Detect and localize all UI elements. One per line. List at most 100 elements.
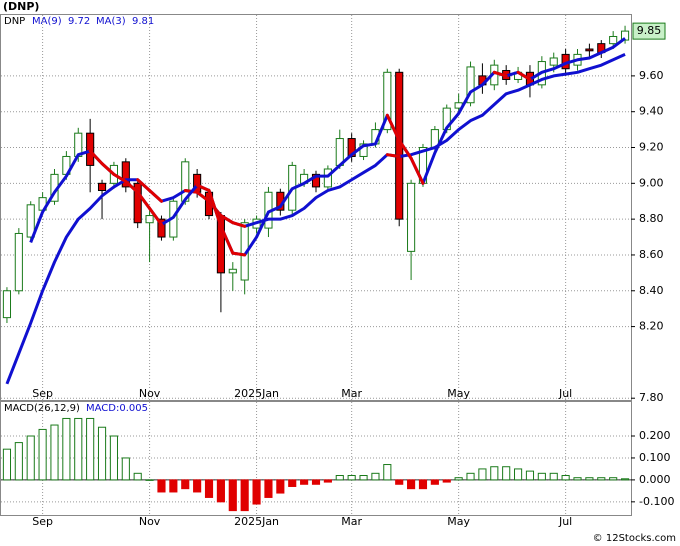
macd-bar: [430, 479, 439, 485]
y-tick-label: 9.00: [639, 176, 664, 189]
macd-bar: [181, 479, 190, 490]
macd-bar: [252, 479, 261, 505]
x-tick-label: May: [447, 387, 470, 400]
macd-bar: [585, 477, 594, 481]
candle-body: [121, 161, 130, 188]
y-tick-label: 8.20: [639, 320, 664, 333]
y-tick-label: 0.000: [639, 473, 671, 486]
macd-bar: [300, 479, 309, 485]
ma-falling-segment: [231, 221, 247, 228]
x-tick-label: Sep: [32, 515, 53, 528]
macd-bar: [454, 477, 463, 481]
macd-legend: MACD(26,12,9): [4, 403, 80, 414]
macd-bar: [502, 466, 511, 481]
price-frame: [0, 14, 632, 401]
x-tick-label: Sep: [32, 387, 53, 400]
candle-body: [86, 132, 95, 166]
macd-bar: [240, 479, 249, 512]
macd-bar: [478, 468, 487, 481]
candle-body: [407, 182, 416, 252]
macd-bar: [537, 472, 546, 481]
x-tick-label: 2025Jan: [234, 515, 279, 528]
macd-bar: [573, 477, 582, 481]
legend-entry: MA(3): [96, 16, 126, 27]
macd-bar: [121, 457, 130, 481]
macd-bar: [466, 472, 475, 481]
legend-value: 9.81: [132, 16, 154, 27]
ma-falling-segment: [148, 188, 163, 203]
ma-falling-segment: [124, 180, 140, 194]
macd-bar: [74, 417, 83, 481]
ma-falling-segment: [385, 153, 401, 158]
y-tick-label: 9.20: [639, 141, 664, 154]
candle-body: [609, 35, 618, 45]
ma-falling-segment: [207, 188, 223, 228]
macd-bar: [276, 479, 285, 494]
macd-bar: [514, 468, 523, 481]
x-tick-label: Jul: [558, 515, 572, 528]
y-tick-label: 8.80: [639, 212, 664, 225]
macd-bar: [204, 479, 214, 498]
macd-bar: [383, 464, 392, 481]
macd-bar: [109, 435, 118, 481]
y-tick-label: 0.200: [639, 429, 671, 442]
ma-falling-segment: [88, 149, 104, 166]
ma-falling-segment: [231, 251, 247, 257]
x-tick-label: 2025Jan: [234, 387, 279, 400]
macd-bar: [525, 470, 535, 481]
y-tick-label: 9.40: [639, 105, 664, 118]
macd-bar: [38, 428, 47, 481]
candle-body: [311, 173, 321, 188]
ma-falling-segment: [136, 178, 152, 192]
ma-falling-segment: [195, 183, 211, 192]
macd-frame: [0, 401, 632, 516]
ma-falling-segment: [112, 172, 128, 184]
y-tick-label: 9.60: [639, 69, 664, 82]
candle-body: [2, 290, 12, 319]
legend-entry: MA(9): [32, 16, 62, 27]
candle-body: [549, 57, 558, 66]
ma-falling-segment: [492, 70, 508, 78]
y-tick-label: 8.60: [639, 248, 664, 261]
macd-bar: [311, 479, 321, 485]
macd-bar: [407, 479, 416, 490]
candle-body: [157, 218, 166, 238]
macd-bar: [418, 479, 428, 490]
x-tick-label: May: [447, 515, 470, 528]
macd-bar: [133, 472, 142, 481]
candle-body: [383, 71, 392, 131]
macd-bar: [347, 475, 356, 481]
y-tick-label: 7.80: [639, 391, 664, 404]
legend-value: 9.72: [68, 16, 90, 27]
macd-bar: [597, 477, 606, 481]
ma-falling-segment: [516, 70, 532, 81]
x-tick-label: Jul: [558, 387, 572, 400]
candle-body: [323, 168, 332, 188]
candle-body: [97, 182, 107, 191]
ma-line: [5, 53, 626, 385]
ma-falling-segment: [219, 224, 235, 255]
macd-value: MACD:0.005: [86, 403, 148, 414]
macd-bar: [14, 442, 23, 481]
macd-bar: [50, 424, 59, 481]
macd-bar: [157, 479, 166, 493]
macd-bar: [264, 479, 273, 498]
macd-bar: [145, 479, 154, 481]
ma-falling-segment: [219, 214, 235, 225]
macd-bar: [323, 479, 332, 483]
last-price-box: [632, 22, 666, 40]
ma-falling-segment: [100, 162, 116, 176]
macd-bar: [169, 479, 178, 493]
ma-falling-segment: [385, 113, 401, 142]
chart-title: (DNP): [3, 0, 39, 13]
ma-falling-segment: [195, 190, 211, 203]
macd-bar: [193, 479, 202, 493]
macd-bar: [228, 479, 237, 512]
macd-bar: [2, 448, 12, 481]
x-tick-label: Mar: [341, 387, 362, 400]
candle-body: [133, 182, 142, 224]
candle-body: [466, 66, 475, 104]
macd-bar: [490, 466, 499, 481]
macd-bar: [288, 479, 297, 487]
